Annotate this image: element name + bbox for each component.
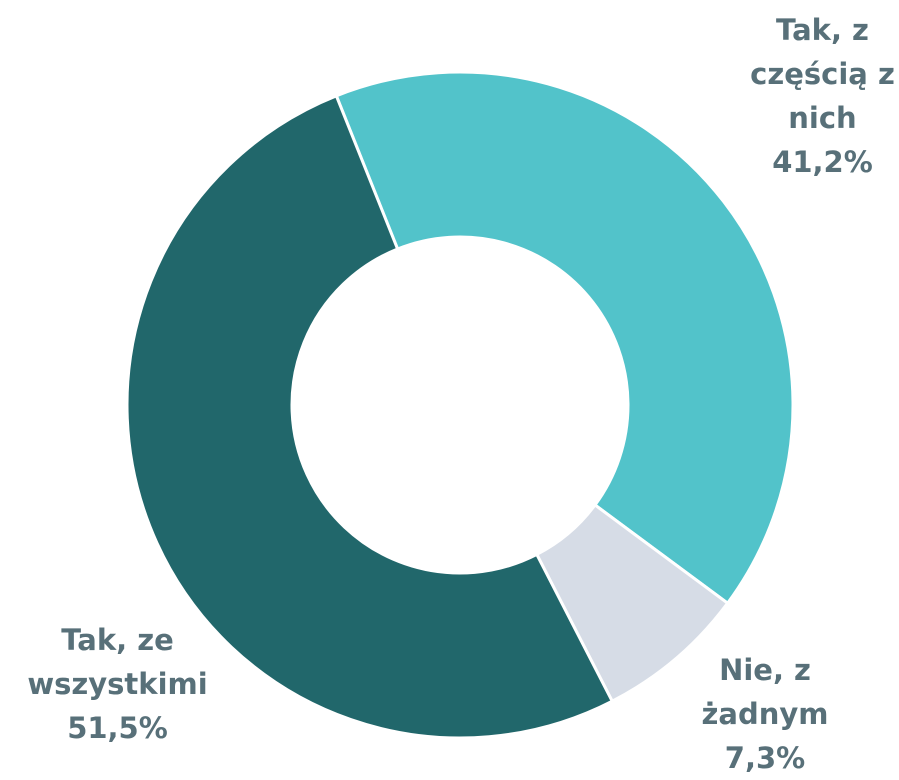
value-label: 7,3% xyxy=(724,741,806,775)
slice-label: Nie, z żadnym 7,3% xyxy=(690,648,840,780)
category-name: Tak, z częścią z nich xyxy=(750,13,895,135)
category-name: Nie, z żadnym xyxy=(701,653,829,731)
slice-label: Tak, z częścią z nich 41,2% xyxy=(740,8,899,184)
slice-label: Tak, ze wszystkimi 51,5% xyxy=(20,618,215,750)
donut-slice xyxy=(334,70,795,606)
category-name: Tak, ze wszystkimi xyxy=(27,623,208,701)
value-label: 51,5% xyxy=(67,711,168,745)
value-label: 41,2% xyxy=(772,145,873,179)
donut-slice xyxy=(125,93,615,740)
